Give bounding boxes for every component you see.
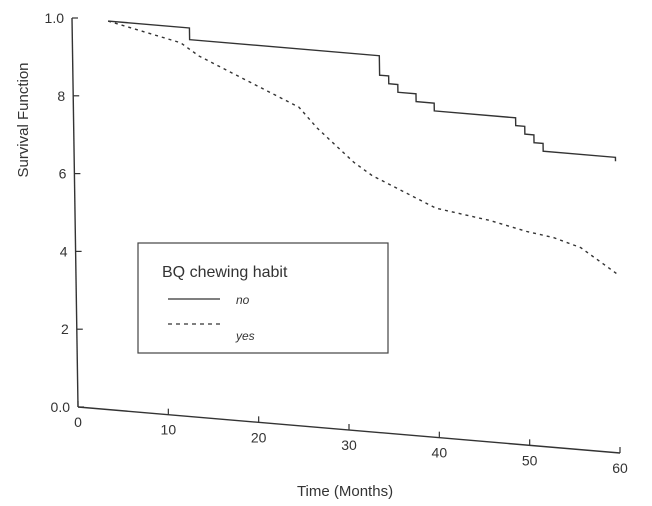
y-tick-label: 8 — [57, 88, 65, 104]
axes: 0 10 20 30 40 50 60 0.0 2 4 6 8 1.0 — [45, 10, 628, 476]
y-tick-label: 2 — [61, 321, 69, 337]
legend-title: BQ chewing habit — [162, 264, 288, 281]
x-tick-label: 50 — [522, 452, 538, 468]
series-line-yes — [107, 20, 618, 275]
x-tick-label: 20 — [251, 429, 267, 445]
legend-label-yes: yes — [235, 329, 255, 343]
legend-box — [137, 242, 389, 354]
y-axis-line — [71, 17, 79, 408]
series-layer — [107, 20, 618, 275]
series-line-no — [108, 20, 617, 162]
legend: BQ chewing habit no yes — [137, 242, 389, 354]
x-tick-label: 40 — [432, 445, 448, 461]
y-tick-label: 1.0 — [45, 10, 65, 26]
x-tick-label: 30 — [341, 437, 357, 453]
x-tick-label: 0 — [74, 414, 82, 430]
x-tick-label: 10 — [161, 422, 177, 438]
y-tick-label: 6 — [59, 166, 67, 182]
x-axis-title: Time (Months) — [297, 483, 393, 500]
y-tick-label: 0.0 — [51, 399, 71, 415]
legend-label-no: no — [236, 293, 250, 307]
x-tick-label: 60 — [612, 460, 628, 476]
y-axis-title: Survival Function — [15, 62, 32, 177]
y-tick-label: 4 — [60, 243, 68, 259]
